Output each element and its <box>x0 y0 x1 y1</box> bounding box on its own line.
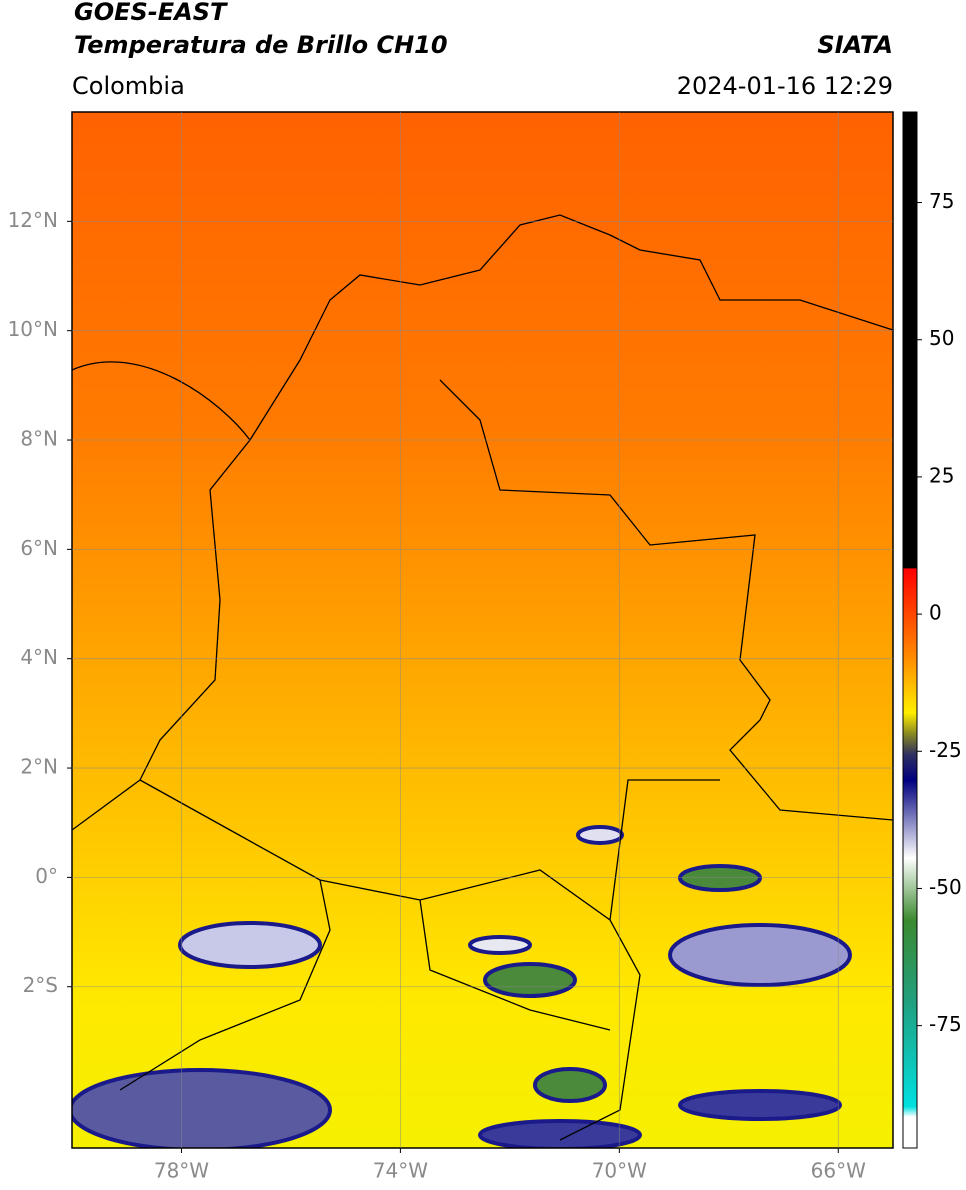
lon-tick-label: 70°W <box>592 1159 647 1183</box>
cloud-cells <box>72 825 852 1148</box>
lat-tick-label: 2°S <box>23 973 58 997</box>
colorbar-tick-label: -50 <box>929 875 962 899</box>
lon-tick-label: 74°W <box>373 1159 428 1183</box>
colorbar <box>902 111 918 1149</box>
satellite-title: GOES-EAST <box>74 0 228 26</box>
lat-tick-label: 2°N <box>20 755 58 779</box>
lat-tick-label: 6°N <box>20 536 58 560</box>
colorbar-tick-label: -25 <box>929 738 962 762</box>
datetime-label: 2024-01-16 12:29 <box>677 72 893 100</box>
lat-tick-label: 4°N <box>20 645 58 669</box>
colorbar-tick-label: 0 <box>929 601 942 625</box>
region-label: Colombia <box>72 72 185 100</box>
product-title: Temperatura de Brillo CH10 <box>74 31 448 59</box>
lat-tick-label: 10°N <box>8 317 58 341</box>
lat-tick-label: 0° <box>35 864 58 888</box>
colorbar-tick-label: -75 <box>929 1012 962 1036</box>
lat-tick-label: 8°N <box>20 427 58 451</box>
colorbar-tick-label: 75 <box>929 189 954 213</box>
colorbar-tick-label: 50 <box>929 326 954 350</box>
source-label: SIATA <box>817 31 893 59</box>
colorbar-tick-label: 25 <box>929 463 954 487</box>
map-frame <box>71 111 894 1149</box>
lon-tick-label: 78°W <box>154 1159 209 1183</box>
map-area <box>72 112 893 1148</box>
lat-tick-label: 12°N <box>8 208 58 232</box>
borders <box>72 214 893 1141</box>
lon-tick-label: 66°W <box>811 1159 866 1183</box>
